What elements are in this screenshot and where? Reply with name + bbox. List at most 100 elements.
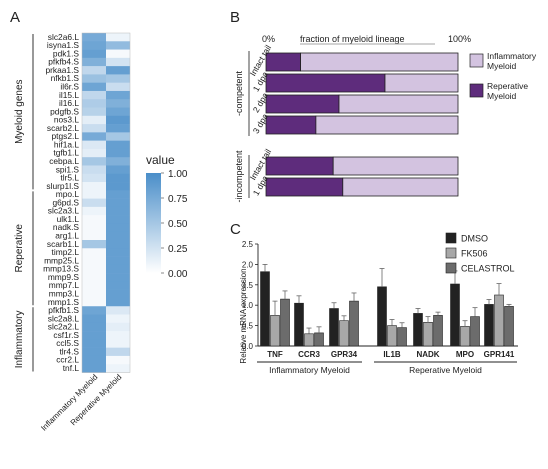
grouped-bars: TNF CCR3 GPR34 IL1B NADK MPO GPR141: [260, 263, 515, 359]
heat-row-label: mmp9.S: [48, 272, 80, 282]
heat-row-label: il6r.S: [60, 81, 79, 91]
c-bar-5-0: [450, 283, 460, 347]
heat-cell-3-0: [82, 57, 106, 67]
stack-group-label: -incompetent: [234, 150, 244, 203]
heat-cell-32-0: [82, 297, 106, 307]
heat-cell-29-1: [106, 273, 130, 282]
heat-cell-27-0: [82, 256, 106, 266]
heat-row-label: mmp1.S: [48, 297, 80, 307]
stack-group-label: -competent: [234, 70, 244, 116]
colorbar-tick-label: 0.25: [168, 244, 188, 255]
panel-c-letter: C: [230, 221, 241, 238]
heat-cell-40-0: [82, 364, 106, 373]
heat-row-label: tlr4.S: [59, 346, 79, 356]
heat-cell-16-0: [82, 165, 106, 175]
c-bar-1-1: [304, 333, 314, 347]
c-legend-label: FK506: [461, 249, 488, 259]
heat-row-label: isyna1.S: [47, 40, 80, 50]
panel-c-legend: DMSO FK506 CELASTROL: [445, 232, 515, 274]
panel-b-tick-100: 100%: [448, 34, 471, 44]
heatmap-row-labels: slc2a6.Lisyna1.Spdk1.Spfkfb4.Sprkaa1.Snf…: [43, 32, 79, 373]
heat-cell-30-0: [82, 281, 106, 290]
stack-segment-5-0: [265, 177, 344, 197]
heat-cell-4-1: [106, 66, 130, 75]
c-legend-label: CELASTROL: [461, 264, 515, 274]
heat-cell-27-1: [106, 256, 130, 266]
c-bar-2-1: [339, 320, 349, 347]
heat-cell-24-0: [82, 231, 106, 241]
c-legend-swatch: [445, 247, 457, 259]
heat-cell-1-1: [106, 41, 130, 50]
stack-segment-2-1: [338, 94, 459, 114]
heat-cell-14-0: [82, 148, 106, 158]
heat-row-label: il16.L: [59, 98, 79, 108]
heatmap-group-labels: Myeloid genes Reperative Inflammatory: [14, 34, 34, 372]
heat-cell-26-1: [106, 248, 130, 257]
heat-cell-29-0: [82, 273, 106, 282]
c-bar-3-2: [397, 327, 407, 347]
legend-label: Inflammatory: [487, 51, 537, 61]
c-category-label: NADK: [416, 350, 439, 359]
c-category-label: GPR141: [484, 350, 515, 359]
c-ytick-label: 2.5: [242, 240, 254, 249]
panel-a-letter: A: [10, 9, 20, 26]
heat-cell-35-1: [106, 322, 130, 332]
colorbar-gradient: [146, 173, 161, 273]
heat-cell-9-0: [82, 107, 106, 117]
heat-cell-7-1: [106, 90, 130, 100]
c-legend-label: DMSO: [461, 234, 488, 244]
heat-cell-37-0: [82, 339, 106, 348]
heat-cell-21-0: [82, 206, 106, 216]
c-category-label: GPR34: [331, 350, 358, 359]
c-bar-3-1: [387, 325, 397, 347]
heat-row-label: pfkfb4.S: [48, 57, 79, 67]
c-bar-3-0: [377, 286, 387, 347]
heat-row-label: tnf.L: [63, 363, 80, 373]
heat-cell-30-1: [106, 281, 130, 290]
heat-cell-4-0: [82, 66, 106, 75]
legend-label-line2: Myeloid: [487, 61, 517, 71]
colorbar-tick-label: 0.75: [168, 194, 188, 205]
heat-cell-13-1: [106, 140, 130, 150]
heat-cell-37-1: [106, 339, 130, 348]
c-category-label: IL1B: [383, 350, 401, 359]
heat-cell-1-0: [82, 41, 106, 50]
heat-row-label: mmp7.L: [49, 280, 80, 290]
heat-cell-32-1: [106, 297, 130, 307]
heat-row-label: nfkb1.S: [51, 73, 80, 83]
heat-cell-25-1: [106, 240, 130, 249]
heat-cell-28-1: [106, 264, 130, 274]
c-bar-0-2: [280, 298, 290, 347]
heat-cell-22-0: [82, 215, 106, 224]
heat-row-label: mmp13.S: [43, 264, 79, 274]
heat-cell-36-1: [106, 331, 130, 340]
heat-cell-34-1: [106, 314, 130, 324]
heat-cell-33-0: [82, 306, 106, 315]
heat-cell-10-1: [106, 115, 130, 125]
stack-segment-1-0: [265, 73, 386, 93]
heat-row-label: nos3.L: [54, 115, 79, 125]
heat-row-label: csf1r.S: [53, 330, 79, 340]
c-bar-0-0: [260, 271, 270, 347]
heat-row-label: mmp25.L: [44, 255, 79, 265]
stack-segment-2-0: [265, 94, 340, 114]
heat-cell-14-1: [106, 148, 130, 158]
heat-row-label: scarb1.L: [47, 239, 79, 249]
c-legend-swatch: [445, 262, 457, 274]
heat-cell-19-0: [82, 190, 106, 199]
c-ytick-label: 1.0: [242, 301, 254, 310]
heat-cell-39-1: [106, 355, 130, 365]
heat-row-label: il15.L: [59, 90, 79, 100]
c-bar-0-1: [270, 315, 280, 347]
c-bar-4-2: [433, 315, 443, 347]
heat-cell-40-1: [106, 364, 130, 373]
c-category-label: TNF: [267, 350, 283, 359]
heat-cell-19-1: [106, 190, 130, 199]
c-bar-4-0: [413, 313, 423, 347]
legend-swatch: [469, 83, 484, 98]
heat-cell-23-0: [82, 223, 106, 233]
